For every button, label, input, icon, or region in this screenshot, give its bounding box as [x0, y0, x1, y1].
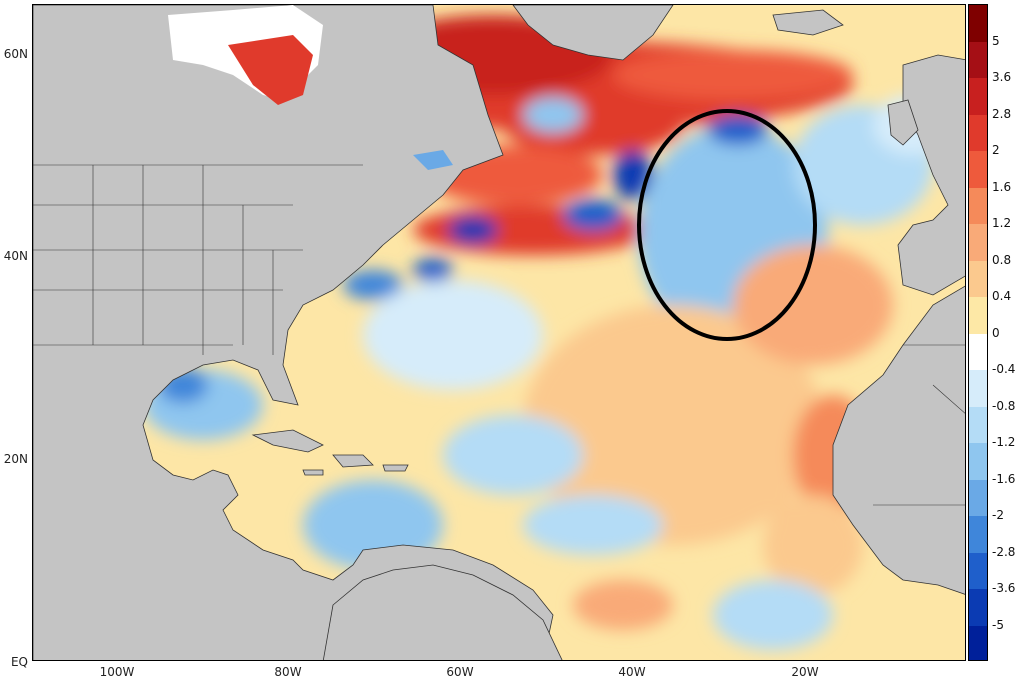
- lat-label-40n: 40N: [3, 249, 28, 263]
- colorbar-segment: [969, 41, 987, 79]
- lat-label-60n: 60N: [3, 47, 28, 61]
- lon-label-80w: 80W: [274, 665, 302, 679]
- colorbar-segment: [969, 151, 987, 189]
- political-borders: [33, 164, 965, 506]
- colorbar-label: -1.6: [992, 471, 1016, 486]
- colorbar-label: 0.8: [992, 252, 1012, 267]
- colorbar-label: -0.4: [992, 362, 1016, 376]
- colorbar-segment: [969, 114, 987, 152]
- colorbar-segment: [969, 260, 987, 298]
- lat-label-eq: EQ: [10, 655, 28, 669]
- colorbar-segment: [969, 370, 987, 408]
- lon-label-20w: 20W: [791, 665, 819, 679]
- colorbar-segment: [969, 297, 987, 335]
- map-canvas: [33, 5, 965, 660]
- colorbar: [968, 4, 988, 661]
- colorbar-segment: [969, 552, 987, 590]
- missing-data-areas: [168, 5, 453, 170]
- colorbar-label: 3.6: [992, 70, 1012, 84]
- colorbar-segment: [969, 5, 987, 43]
- lon-label-100w: 100W: [99, 665, 135, 679]
- highlight-ellipse: [637, 109, 817, 341]
- colorbar-label: -3.6: [992, 581, 1016, 595]
- colorbar-label: 1.6: [992, 179, 1012, 194]
- colorbar-label: -1.2: [992, 435, 1016, 449]
- anomaly-map: [32, 4, 966, 661]
- lon-label-60w: 60W: [446, 665, 474, 679]
- colorbar-segment: [969, 479, 987, 517]
- colorbar-label: -5: [992, 617, 1004, 632]
- land-masses: [33, 5, 965, 660]
- colorbar-label: 2: [992, 143, 1000, 157]
- colorbar-segment: [969, 78, 987, 116]
- colorbar-label: 1.2: [992, 216, 1012, 230]
- colorbar-segment: [969, 406, 987, 444]
- lon-label-40w: 40W: [618, 665, 646, 679]
- colorbar-segment: [969, 224, 987, 262]
- colorbar-segment: [969, 187, 987, 225]
- colorbar-segment: [969, 443, 987, 481]
- colorbar-label: -0.8: [992, 398, 1016, 413]
- colorbar-label: 0: [992, 325, 1000, 340]
- lat-label-20n: 20N: [3, 452, 28, 466]
- colorbar-label: 0.4: [992, 289, 1012, 303]
- colorbar-segment: [969, 625, 987, 660]
- colorbar-label: 5: [992, 33, 1000, 48]
- colorbar-label: -2.8: [992, 544, 1016, 559]
- colorbar-label: -2: [992, 508, 1004, 522]
- colorbar-label: 2.8: [992, 106, 1012, 121]
- colorbar-segment: [969, 333, 987, 371]
- colorbar-segment: [969, 516, 987, 554]
- colorbar-segment: [969, 589, 987, 627]
